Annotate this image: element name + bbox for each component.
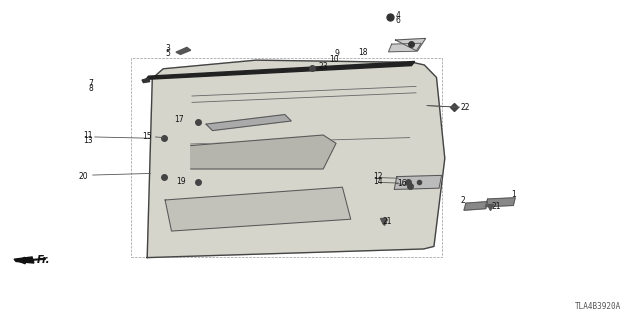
Text: 9: 9: [334, 49, 339, 58]
Text: 22: 22: [461, 103, 470, 112]
Text: 6: 6: [396, 16, 401, 25]
Text: 2: 2: [461, 196, 465, 205]
Polygon shape: [388, 43, 421, 52]
Text: 20: 20: [79, 172, 88, 180]
Polygon shape: [191, 135, 336, 169]
Text: 14: 14: [373, 177, 383, 186]
Text: 15: 15: [143, 132, 152, 140]
Text: 18: 18: [358, 48, 368, 57]
Polygon shape: [165, 187, 351, 231]
Text: 13: 13: [83, 136, 93, 145]
Polygon shape: [146, 61, 415, 79]
Polygon shape: [14, 257, 34, 263]
Polygon shape: [396, 38, 426, 51]
Text: 21: 21: [383, 217, 392, 226]
Text: 8: 8: [88, 84, 93, 93]
Text: 1: 1: [511, 190, 515, 199]
Text: 17: 17: [175, 115, 184, 124]
Text: 5: 5: [165, 49, 170, 58]
Text: 12: 12: [373, 172, 383, 181]
Text: 19: 19: [176, 177, 186, 186]
Text: Fr.: Fr.: [37, 255, 51, 265]
Polygon shape: [485, 198, 515, 207]
Text: 11: 11: [83, 131, 93, 140]
Text: TLA4B3920A: TLA4B3920A: [575, 302, 621, 311]
Polygon shape: [147, 60, 445, 258]
Polygon shape: [206, 115, 291, 131]
Text: 23: 23: [319, 62, 328, 71]
Text: 21: 21: [492, 202, 501, 211]
Text: 4: 4: [396, 11, 401, 20]
Text: 10: 10: [330, 55, 339, 64]
Polygon shape: [464, 202, 488, 210]
Text: 7: 7: [88, 79, 93, 88]
Polygon shape: [176, 47, 191, 54]
Polygon shape: [394, 175, 442, 189]
Text: 3: 3: [165, 44, 170, 53]
Text: 16: 16: [397, 179, 406, 188]
Polygon shape: [142, 78, 150, 83]
